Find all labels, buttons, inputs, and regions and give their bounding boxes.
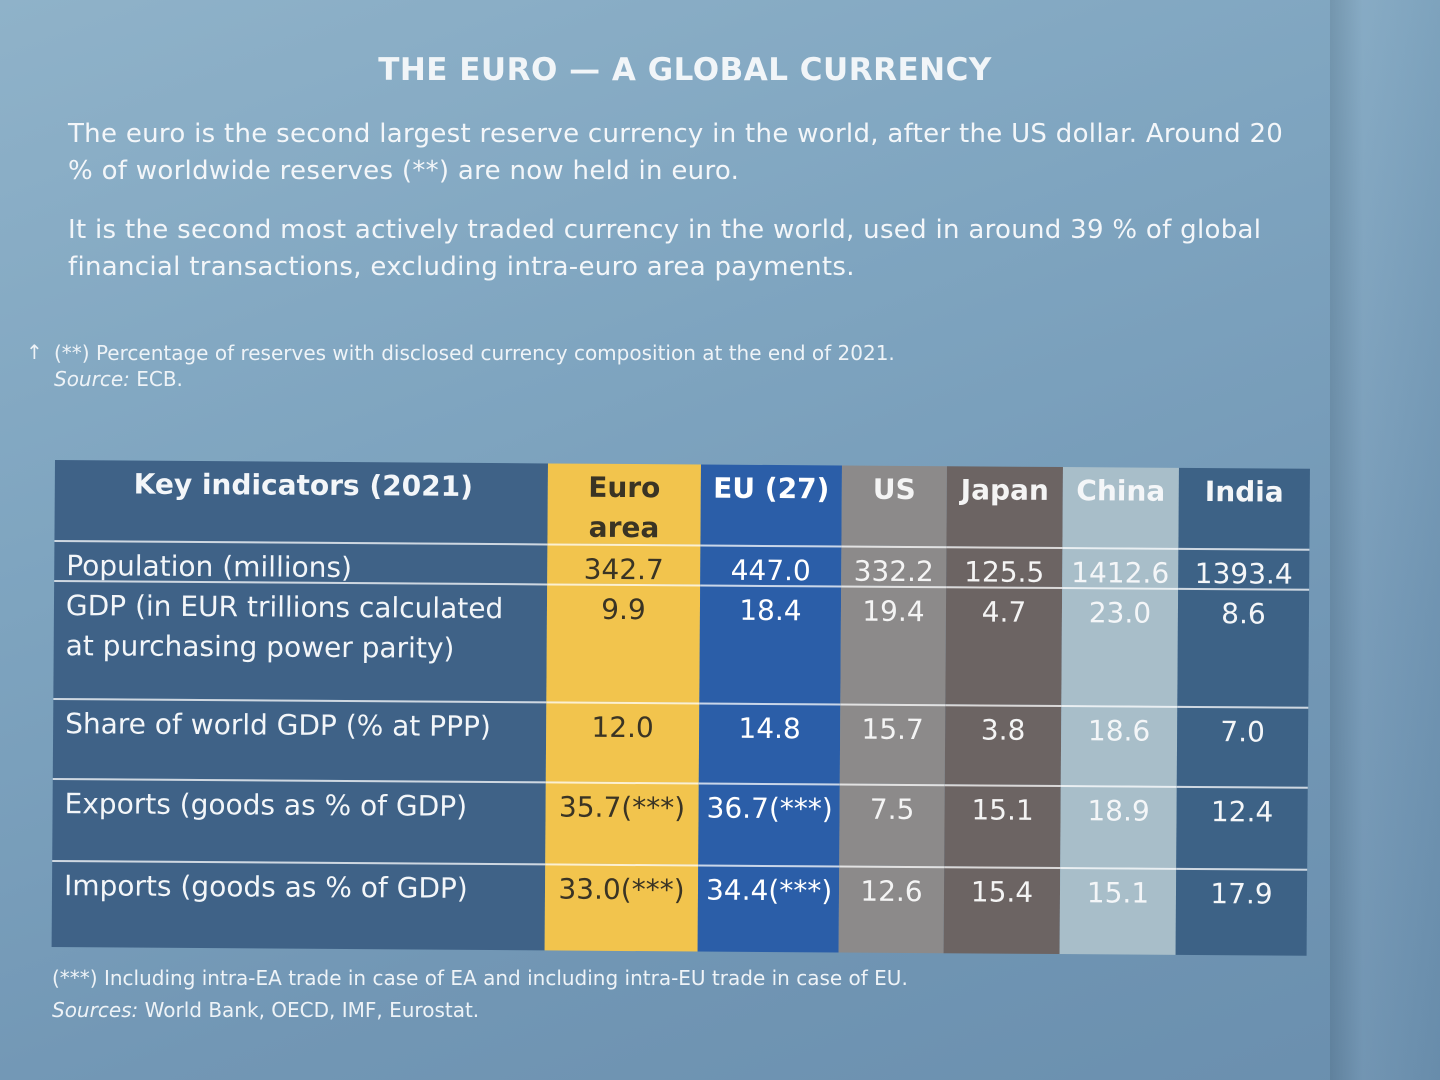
table-cell: 1412.6 [1062, 547, 1179, 588]
row-label-exports: Exports (goods as % of GDP) [52, 777, 546, 864]
sources-label: Sources: [52, 998, 139, 1022]
paper-fold [1330, 0, 1440, 1080]
table-cell: 34.4(***) [697, 864, 840, 953]
table-cell: 1393.4 [1178, 547, 1310, 589]
table-cell: 18.9 [1060, 785, 1177, 868]
row-label-population: Population (millions) [54, 539, 548, 584]
table-cell: 9.9 [546, 583, 701, 703]
column-header-us: US [841, 465, 947, 547]
table-cell: 12.0 [545, 701, 700, 783]
table-cell: 19.4 [840, 585, 947, 705]
table-cell: 18.4 [699, 584, 842, 704]
table-cell: 15.7 [839, 703, 946, 785]
table-cell: 35.7(***) [545, 781, 699, 865]
column-header-china: China [1062, 467, 1179, 548]
table-cell: 8.6 [1177, 587, 1310, 707]
table-cell: 15.1 [1059, 867, 1177, 955]
table-cell: 125.5 [946, 546, 1063, 588]
table-cell: 332.2 [841, 545, 947, 587]
table-cell: 7.5 [839, 783, 945, 867]
source-value: ECB. [136, 367, 183, 391]
column-header-japan: Japan [946, 466, 1063, 548]
table-cell: 33.0(***) [544, 863, 699, 952]
table-header-label: Key indicators (2021) [54, 460, 548, 544]
row-label-gdp: GDP (in EUR trillions calculated at purc… [53, 579, 548, 702]
row-label-share-world-gdp: Share of world GDP (% at PPP) [52, 697, 547, 782]
table-cell: 4.7 [945, 586, 1063, 706]
table-cell: 15.1 [944, 784, 1061, 868]
footnote-reserves-text: (**) Percentage of reserves with disclos… [54, 341, 895, 365]
footnote-trade-text: (***) Including intra-EA trade in case o… [52, 966, 908, 990]
footnote-trade: (***) Including intra-EA trade in case o… [52, 962, 908, 1026]
column-header-euro-area: Euro area (19) [547, 463, 701, 545]
table-cell: 23.0 [1061, 587, 1179, 706]
row-label-imports: Imports (goods as % of GDP) [51, 859, 546, 951]
paragraph-traded-currency: It is the second most actively traded cu… [68, 215, 1262, 282]
footnote-trade-sources: Sources: World Bank, OECD, IMF, Eurostat… [52, 994, 908, 1026]
table-cell: 17.9 [1175, 867, 1308, 956]
footnote-reserves-source: Source: ECB. [54, 366, 895, 392]
table-cell: 7.0 [1176, 705, 1309, 787]
paragraph-reserve-currency: The euro is the second largest reserve c… [68, 119, 1284, 186]
source-label: Source: [54, 367, 130, 391]
footnote-arrow-icon: ↑ [26, 340, 43, 364]
page-title: THE EURO — A GLOBAL CURRENCY [378, 52, 992, 88]
table-cell: 342.7 [547, 543, 701, 585]
table-cell: 18.6 [1060, 705, 1178, 786]
key-indicators-table: Key indicators (2021) Euro area (19) EU … [51, 460, 1310, 956]
table-cell: 15.4 [943, 866, 1061, 955]
footnote-reserves: (**) Percentage of reserves with disclos… [54, 340, 895, 392]
table-cell: 3.8 [944, 704, 1062, 786]
sources-value: World Bank, OECD, IMF, Eurostat. [144, 998, 480, 1022]
table-cell: 14.8 [698, 702, 841, 784]
table-cell: 12.4 [1176, 785, 1308, 869]
table-cell: 36.7(***) [698, 782, 840, 866]
table-cell: 447.0 [700, 544, 842, 586]
column-header-eu: EU (27) [700, 464, 842, 546]
table-cell: 12.6 [838, 865, 945, 954]
column-header-india: India [1178, 467, 1310, 549]
